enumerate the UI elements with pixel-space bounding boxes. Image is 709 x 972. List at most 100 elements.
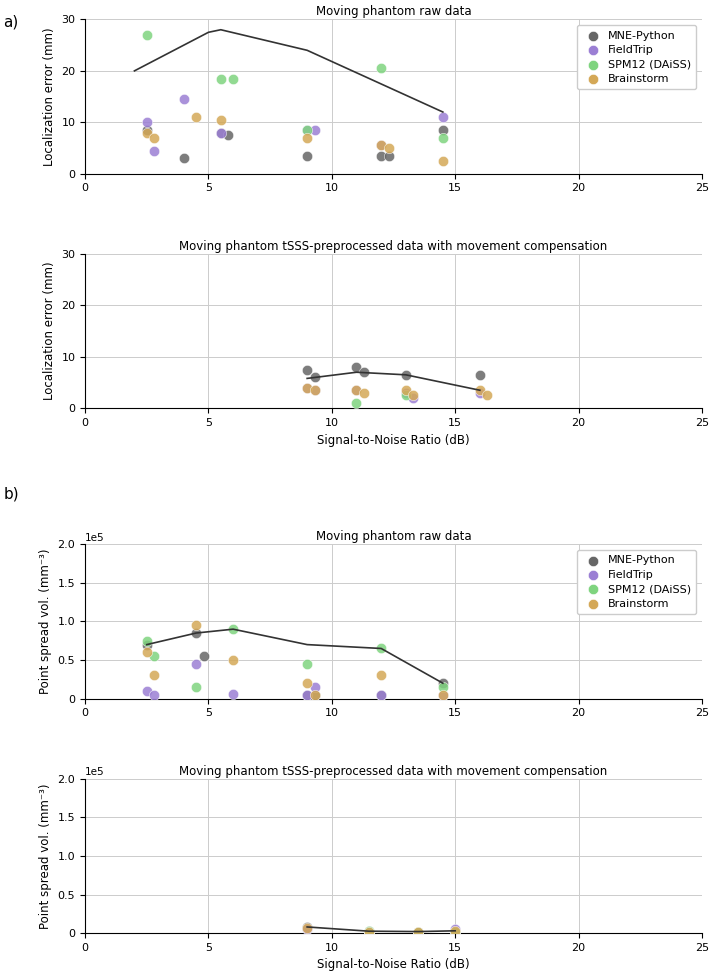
Point — [148, 668, 160, 683]
Point — [376, 687, 387, 703]
X-axis label: Signal-to-Noise Ratio (dB): Signal-to-Noise Ratio (dB) — [317, 434, 470, 446]
Point — [301, 920, 313, 936]
Point — [437, 154, 449, 169]
Point — [301, 921, 313, 937]
Legend: MNE-Python, FieldTrip, SPM12 (DAiSS), Brainstorm: MNE-Python, FieldTrip, SPM12 (DAiSS), Br… — [576, 550, 696, 614]
Point — [376, 641, 387, 656]
Point — [413, 923, 424, 939]
Point — [141, 683, 152, 699]
Point — [178, 91, 189, 107]
Point — [413, 924, 424, 940]
Point — [408, 390, 419, 405]
Point — [141, 27, 152, 43]
Y-axis label: Point spread vol. (mm⁻³): Point spread vol. (mm⁻³) — [39, 783, 52, 928]
Point — [191, 656, 202, 672]
Point — [215, 124, 226, 140]
Point — [413, 923, 424, 939]
Text: 1e5: 1e5 — [85, 767, 105, 778]
Point — [437, 679, 449, 695]
Point — [474, 385, 486, 400]
Point — [376, 148, 387, 163]
Point — [141, 637, 152, 652]
Point — [358, 364, 369, 380]
Point — [301, 687, 313, 703]
Point — [358, 385, 369, 400]
Point — [351, 382, 362, 398]
Point — [301, 656, 313, 672]
Point — [215, 71, 226, 87]
Point — [228, 686, 239, 702]
Point — [191, 110, 202, 125]
Point — [309, 687, 320, 703]
Point — [301, 362, 313, 377]
Point — [141, 633, 152, 648]
Point — [301, 676, 313, 691]
Point — [301, 380, 313, 396]
Point — [376, 668, 387, 683]
Title: Moving phantom tSSS-preprocessed data with movement compensation: Moving phantom tSSS-preprocessed data wi… — [179, 240, 608, 253]
Y-axis label: Point spread vol. (mm⁻³): Point spread vol. (mm⁻³) — [39, 549, 52, 694]
Point — [309, 122, 320, 138]
Point — [228, 621, 239, 637]
Point — [363, 923, 374, 939]
Point — [198, 648, 209, 664]
Point — [383, 148, 394, 163]
Point — [148, 143, 160, 158]
Point — [309, 369, 320, 385]
Point — [400, 388, 411, 403]
Point — [148, 687, 160, 703]
Point — [301, 148, 313, 163]
Point — [228, 71, 239, 87]
Point — [351, 360, 362, 375]
Point — [437, 130, 449, 146]
Point — [141, 644, 152, 660]
Point — [408, 388, 419, 403]
Point — [413, 924, 424, 940]
Point — [215, 124, 226, 140]
Point — [437, 687, 449, 703]
Point — [228, 652, 239, 668]
Point — [450, 921, 461, 937]
Point — [383, 140, 394, 156]
Point — [309, 687, 320, 703]
Point — [351, 382, 362, 398]
Point — [301, 130, 313, 146]
Point — [141, 115, 152, 130]
Point — [301, 122, 313, 138]
Text: a): a) — [4, 15, 19, 29]
Text: b): b) — [4, 486, 19, 501]
Point — [400, 367, 411, 383]
Point — [215, 112, 226, 127]
Point — [148, 648, 160, 664]
Text: 1e5: 1e5 — [85, 533, 105, 542]
Point — [363, 923, 374, 939]
Point — [450, 923, 461, 939]
Point — [301, 687, 313, 703]
Point — [437, 110, 449, 125]
Point — [400, 385, 411, 400]
Point — [301, 920, 313, 935]
Title: Moving phantom tSSS-preprocessed data with movement compensation: Moving phantom tSSS-preprocessed data wi… — [179, 765, 608, 778]
Point — [301, 122, 313, 138]
Point — [376, 138, 387, 154]
Point — [141, 124, 152, 140]
Point — [191, 679, 202, 695]
Point — [309, 679, 320, 695]
Point — [301, 380, 313, 396]
Point — [400, 382, 411, 398]
Point — [223, 127, 234, 143]
Point — [450, 923, 461, 939]
Legend: MNE-Python, FieldTrip, SPM12 (DAiSS), Brainstorm: MNE-Python, FieldTrip, SPM12 (DAiSS), Br… — [576, 25, 696, 89]
Point — [376, 687, 387, 703]
Point — [474, 367, 486, 383]
Point — [309, 382, 320, 398]
Point — [376, 60, 387, 76]
Title: Moving phantom raw data: Moving phantom raw data — [316, 530, 471, 543]
Point — [376, 138, 387, 154]
Point — [148, 130, 160, 146]
X-axis label: Signal-to-Noise Ratio (dB): Signal-to-Noise Ratio (dB) — [317, 958, 470, 971]
Point — [474, 382, 486, 398]
Point — [437, 687, 449, 703]
Point — [437, 122, 449, 138]
Point — [141, 122, 152, 138]
